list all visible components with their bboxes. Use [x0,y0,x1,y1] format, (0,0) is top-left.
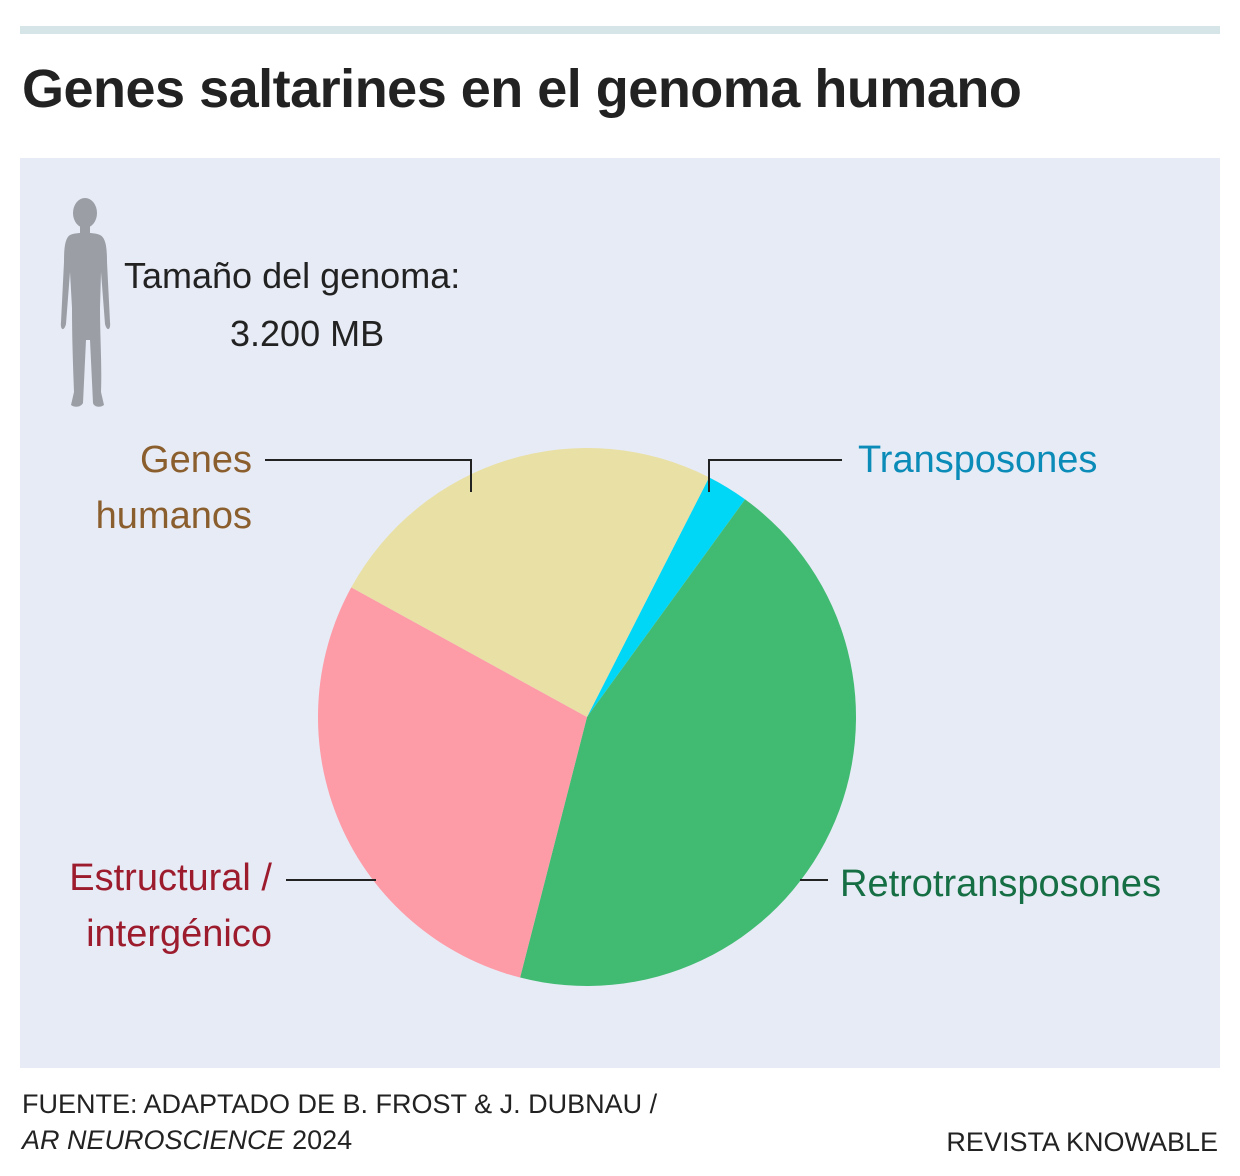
label-genes-line2: humanos [95,495,252,537]
label-estructural-line2: intergénico [86,913,272,955]
pie-slice-estructural-interg-nico [317,587,587,978]
label-estructural-line1: Estructural / [69,857,272,899]
source-line2: AR NEUROSCIENCE 2024 [22,1122,657,1158]
chart-title: Genes saltarines en el genoma humano [22,59,1022,119]
pie-slice-retrotransposones [520,499,857,987]
leader-line-transposones [708,459,842,492]
source-year: 2024 [292,1125,353,1155]
pie-slice-genes-humanos [351,448,710,717]
genome-size-label: Tamaño del genoma: [124,255,461,296]
top-rule [20,26,1220,34]
credit: REVISTA KNOWABLE [946,1127,1218,1157]
source-line1: FUENTE: ADAPTADO DE B. FROST & J. DUBNAU… [22,1089,658,1119]
label-genes-line1: Genes [140,439,252,481]
pie-slice-transposones [587,477,746,717]
label-genes-humanos: Genes humanos [40,432,252,544]
label-retrotransposones: Retrotransposones [840,863,1162,905]
label-transposones: Transposones [858,439,1098,481]
source-note: FUENTE: ADAPTADO DE B. FROST & J. DUBNAU… [22,1086,657,1158]
genome-size-value: 3.200 MB [230,313,385,354]
label-estructural: Estructural / intergénico [20,850,272,962]
journal-name: AR NEUROSCIENCE [22,1125,285,1155]
leader-line-genes [265,459,472,492]
